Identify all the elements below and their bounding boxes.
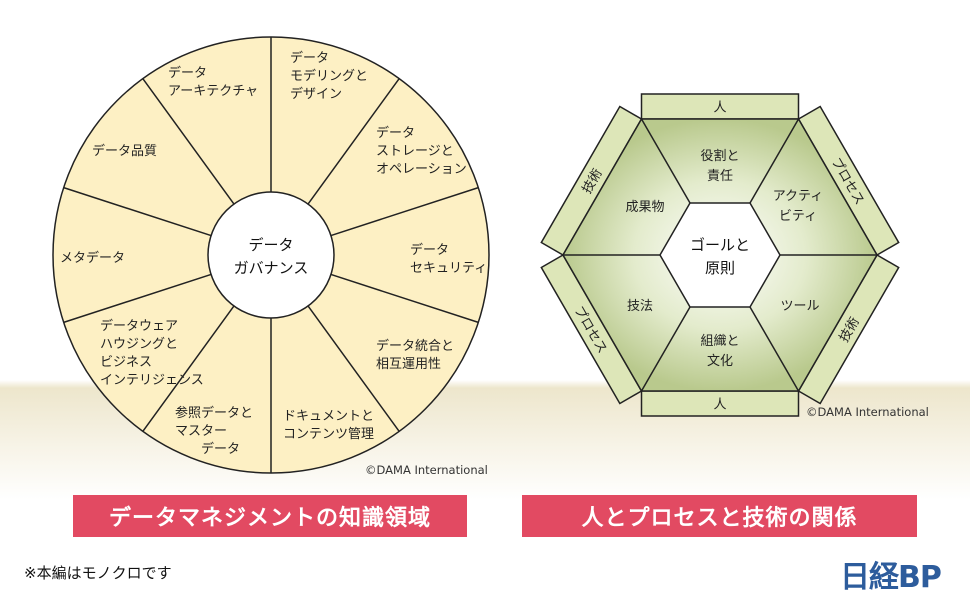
wheel-spoke [63, 186, 212, 237]
hex-sector-label: ビティ [779, 209, 817, 224]
wheel-center-circle [207, 191, 335, 319]
wheel-center-line-1: データ [248, 236, 293, 254]
wheel-sector-label: インテリジェンス [100, 373, 204, 388]
wheel-spoke [307, 78, 400, 205]
wheel-sector-label: ハウジングと [100, 337, 178, 352]
hex-sector-label: 責任 [707, 169, 733, 184]
wheel-center-line-2: ガバナンス [234, 259, 309, 277]
wheel-sector-label: アーキテクチャ [168, 84, 258, 99]
hex-sector-label: 文化 [707, 354, 733, 369]
wheel-sector-label: データ統合と [376, 338, 454, 354]
wheel-sector-label: ビジネス [100, 355, 152, 370]
wheel-sector-label: デザイン [290, 86, 342, 102]
wheel-spoke [307, 305, 400, 432]
hex-band [640, 93, 800, 120]
wheel-spoke [330, 273, 479, 324]
hex-sector-label: 技法 [627, 299, 653, 314]
hex-band-label: 人 [713, 101, 726, 116]
wheel-spoke [63, 273, 212, 324]
hex-sector-label: ツール [780, 299, 819, 314]
hex-sector-label: 役割と [700, 148, 739, 164]
wheel-sector-label: データ [168, 65, 207, 81]
wheel-sector-label: メタデータ [60, 250, 125, 266]
wheel-sector-label: データ [175, 441, 240, 457]
caption-right: 人とプロセスと技術の関係 [522, 495, 917, 537]
hex-spoke [640, 306, 691, 392]
nikkei-bp-logo: 日経BP [840, 560, 942, 595]
wheel-sector-label: マスター [175, 424, 227, 439]
hex-band [640, 390, 800, 417]
wheel-sector-label: 参照データと [175, 405, 253, 421]
wheel-sector-label: ストレージと [376, 144, 454, 159]
hex-sector-label: 組織と [700, 334, 739, 349]
wheel-sector-label: オペレーション [376, 162, 467, 177]
wheel-spoke [330, 186, 479, 237]
hex-copyright: ©DAMA International [806, 405, 929, 419]
monochrome-note: ※本編はモノクロです [24, 564, 172, 582]
hex-spoke [640, 118, 691, 204]
data-management-wheel: データ ガバナンス データモデリングとデザインデータストレージとオペレーションデ… [52, 36, 490, 477]
wheel-sector-label: セキュリティ [410, 261, 487, 276]
hex-spoke [749, 306, 800, 392]
hex-band-label: 人 [713, 398, 726, 413]
hex-sector-label: アクティ [773, 189, 824, 204]
hex-center-line-1: ゴールと [690, 236, 750, 254]
wheel-sector-label: データ [410, 242, 449, 258]
wheel-copyright: ©DAMA International [365, 463, 488, 477]
caption-left: データマネジメントの知識領域 [73, 495, 467, 537]
hex-center-line-2: 原則 [705, 259, 735, 277]
wheel-sector-label: ドキュメントと [283, 409, 374, 424]
wheel-sector-label: モデリングと [290, 68, 368, 84]
wheel-sector-label: データ [290, 50, 329, 66]
wheel-sector-label: データ品質 [92, 143, 157, 159]
wheel-spoke [142, 78, 235, 205]
hex-center [659, 202, 781, 308]
wheel-sector-label: 相互運用性 [376, 357, 441, 372]
wheel-sector-label: データウェア [100, 318, 178, 334]
hex-spoke [749, 118, 800, 204]
hex-sector-label: 成果物 [625, 200, 664, 215]
wheel-sector-label: コンテンツ管理 [283, 427, 374, 442]
wheel-spoke [142, 305, 235, 432]
wheel-sector-label: データ [376, 125, 415, 141]
